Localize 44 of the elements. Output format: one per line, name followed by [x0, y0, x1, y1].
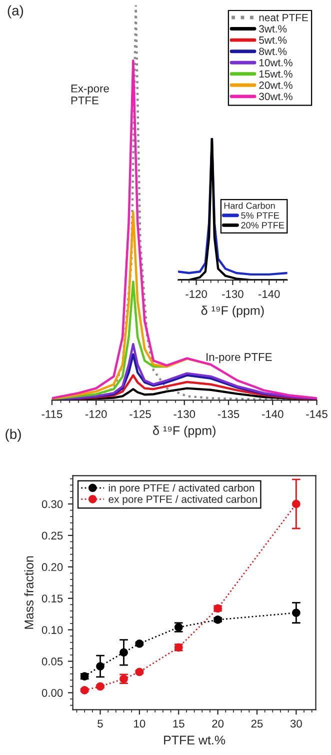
x-tick-label: 10 [134, 720, 146, 728]
x-tick-label: -125 [130, 410, 151, 418]
legend-label: neat PTFE [259, 14, 308, 22]
x-tick-label: 5 [98, 720, 103, 728]
y-tick-label: 0.10 [42, 626, 63, 634]
x-axis-title: δ ¹⁹F (ppm) [153, 426, 216, 438]
x-tick-label: 15 [173, 720, 184, 728]
legend-title: Hard Carbon [224, 202, 275, 209]
x-tick-label: -135 [218, 410, 240, 418]
legend-label: 3wt.% [259, 25, 287, 33]
x-axis-title: δ ¹⁹F (ppm) [201, 306, 264, 318]
x-axis-title: PTFE wt.% [164, 736, 226, 744]
x-tick-label: -130 [174, 410, 196, 418]
x-tick-label: 25 [251, 720, 263, 728]
x-tick-label: 30 [290, 720, 302, 728]
y-tick-label: 0.30 [42, 500, 63, 508]
legend-label: 8wt.% [259, 48, 287, 56]
x-tick-label: -130 [222, 290, 244, 298]
legend-label: 15wt.% [259, 70, 292, 78]
x-tick-label: -140 [258, 290, 280, 298]
y-axis-title: Mass fraction [24, 556, 34, 629]
text: (b) [6, 428, 21, 442]
x-tick-label: -115 [42, 410, 62, 418]
x-tick-label: -120 [85, 410, 107, 418]
legend-label: 5% PTFE [241, 212, 280, 219]
annotation: Ex-pore PTFE [71, 84, 109, 104]
x-tick-label: -140 [262, 410, 284, 418]
x-tick-label: -145 [306, 410, 328, 418]
text: (a) [8, 5, 24, 18]
legend-label: ex pore PTFE / activated carbon [108, 495, 257, 505]
annotation: In-pore PTFE [206, 353, 272, 364]
x-tick-label: 20 [212, 720, 224, 728]
legend-label: 20% PTFE [241, 222, 284, 228]
legend-label: 10wt.% [259, 58, 292, 66]
legend-label: 5wt.% [259, 36, 287, 44]
x-tick-label: -120 [186, 290, 207, 298]
y-tick-label: 0.05 [42, 658, 63, 666]
legend-label: 30wt.% [259, 92, 292, 100]
legend-label: in pore PTFE / activated carbon [108, 484, 254, 494]
legend-label: 20wt.% [259, 82, 292, 89]
y-tick-label: 0.00 [42, 688, 63, 697]
y-tick-label: 0.20 [42, 563, 63, 572]
y-tick-label: 0.25 [42, 532, 63, 540]
y-tick-label: 0.15 [42, 594, 63, 602]
